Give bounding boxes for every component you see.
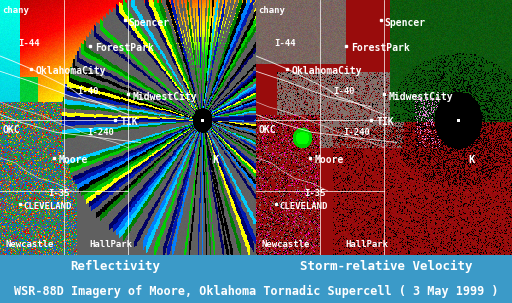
Text: Spencer: Spencer [128, 18, 169, 28]
Text: K: K [212, 155, 219, 165]
FancyBboxPatch shape [46, 257, 184, 278]
Text: MidwestCity: MidwestCity [133, 92, 198, 102]
Text: I-35: I-35 [305, 189, 326, 198]
Text: I-240: I-240 [87, 128, 114, 137]
Text: I-40: I-40 [77, 87, 98, 96]
Text: ForestPark: ForestPark [351, 43, 410, 53]
Text: CLEVELAND: CLEVELAND [279, 202, 327, 211]
Text: HallPark: HallPark [90, 240, 133, 249]
Text: OklahomaCity: OklahomaCity [292, 66, 362, 76]
FancyBboxPatch shape [289, 257, 484, 278]
Text: Newcastle: Newcastle [5, 240, 53, 249]
Text: CLEVELAND: CLEVELAND [23, 202, 71, 211]
Text: Moore: Moore [59, 155, 88, 165]
Text: I-44: I-44 [18, 39, 39, 48]
Text: I-240: I-240 [343, 128, 370, 137]
Text: Reflectivity: Reflectivity [70, 260, 160, 273]
Text: I-44: I-44 [274, 39, 295, 48]
Text: WSR-88D Imagery of Moore, Oklahoma Tornadic Supercell ( 3 May 1999 ): WSR-88D Imagery of Moore, Oklahoma Torna… [14, 285, 498, 298]
Text: I-35: I-35 [49, 189, 70, 198]
Text: chany: chany [3, 6, 29, 15]
Text: Storm-relative Velocity: Storm-relative Velocity [301, 260, 473, 273]
Text: MidwestCity: MidwestCity [389, 92, 454, 102]
Text: HallPark: HallPark [346, 240, 389, 249]
Text: Moore: Moore [315, 155, 344, 165]
Text: OKC: OKC [259, 125, 276, 135]
Text: OklahomaCity: OklahomaCity [36, 66, 106, 76]
Text: OKC: OKC [3, 125, 20, 135]
Text: Newcastle: Newcastle [261, 240, 309, 249]
Text: I-40: I-40 [333, 87, 354, 96]
Text: K: K [468, 155, 475, 165]
Text: chany: chany [259, 6, 285, 15]
Text: TIK: TIK [376, 117, 394, 127]
Text: TIK: TIK [120, 117, 138, 127]
Text: ForestPark: ForestPark [95, 43, 154, 53]
Text: Spencer: Spencer [384, 18, 425, 28]
